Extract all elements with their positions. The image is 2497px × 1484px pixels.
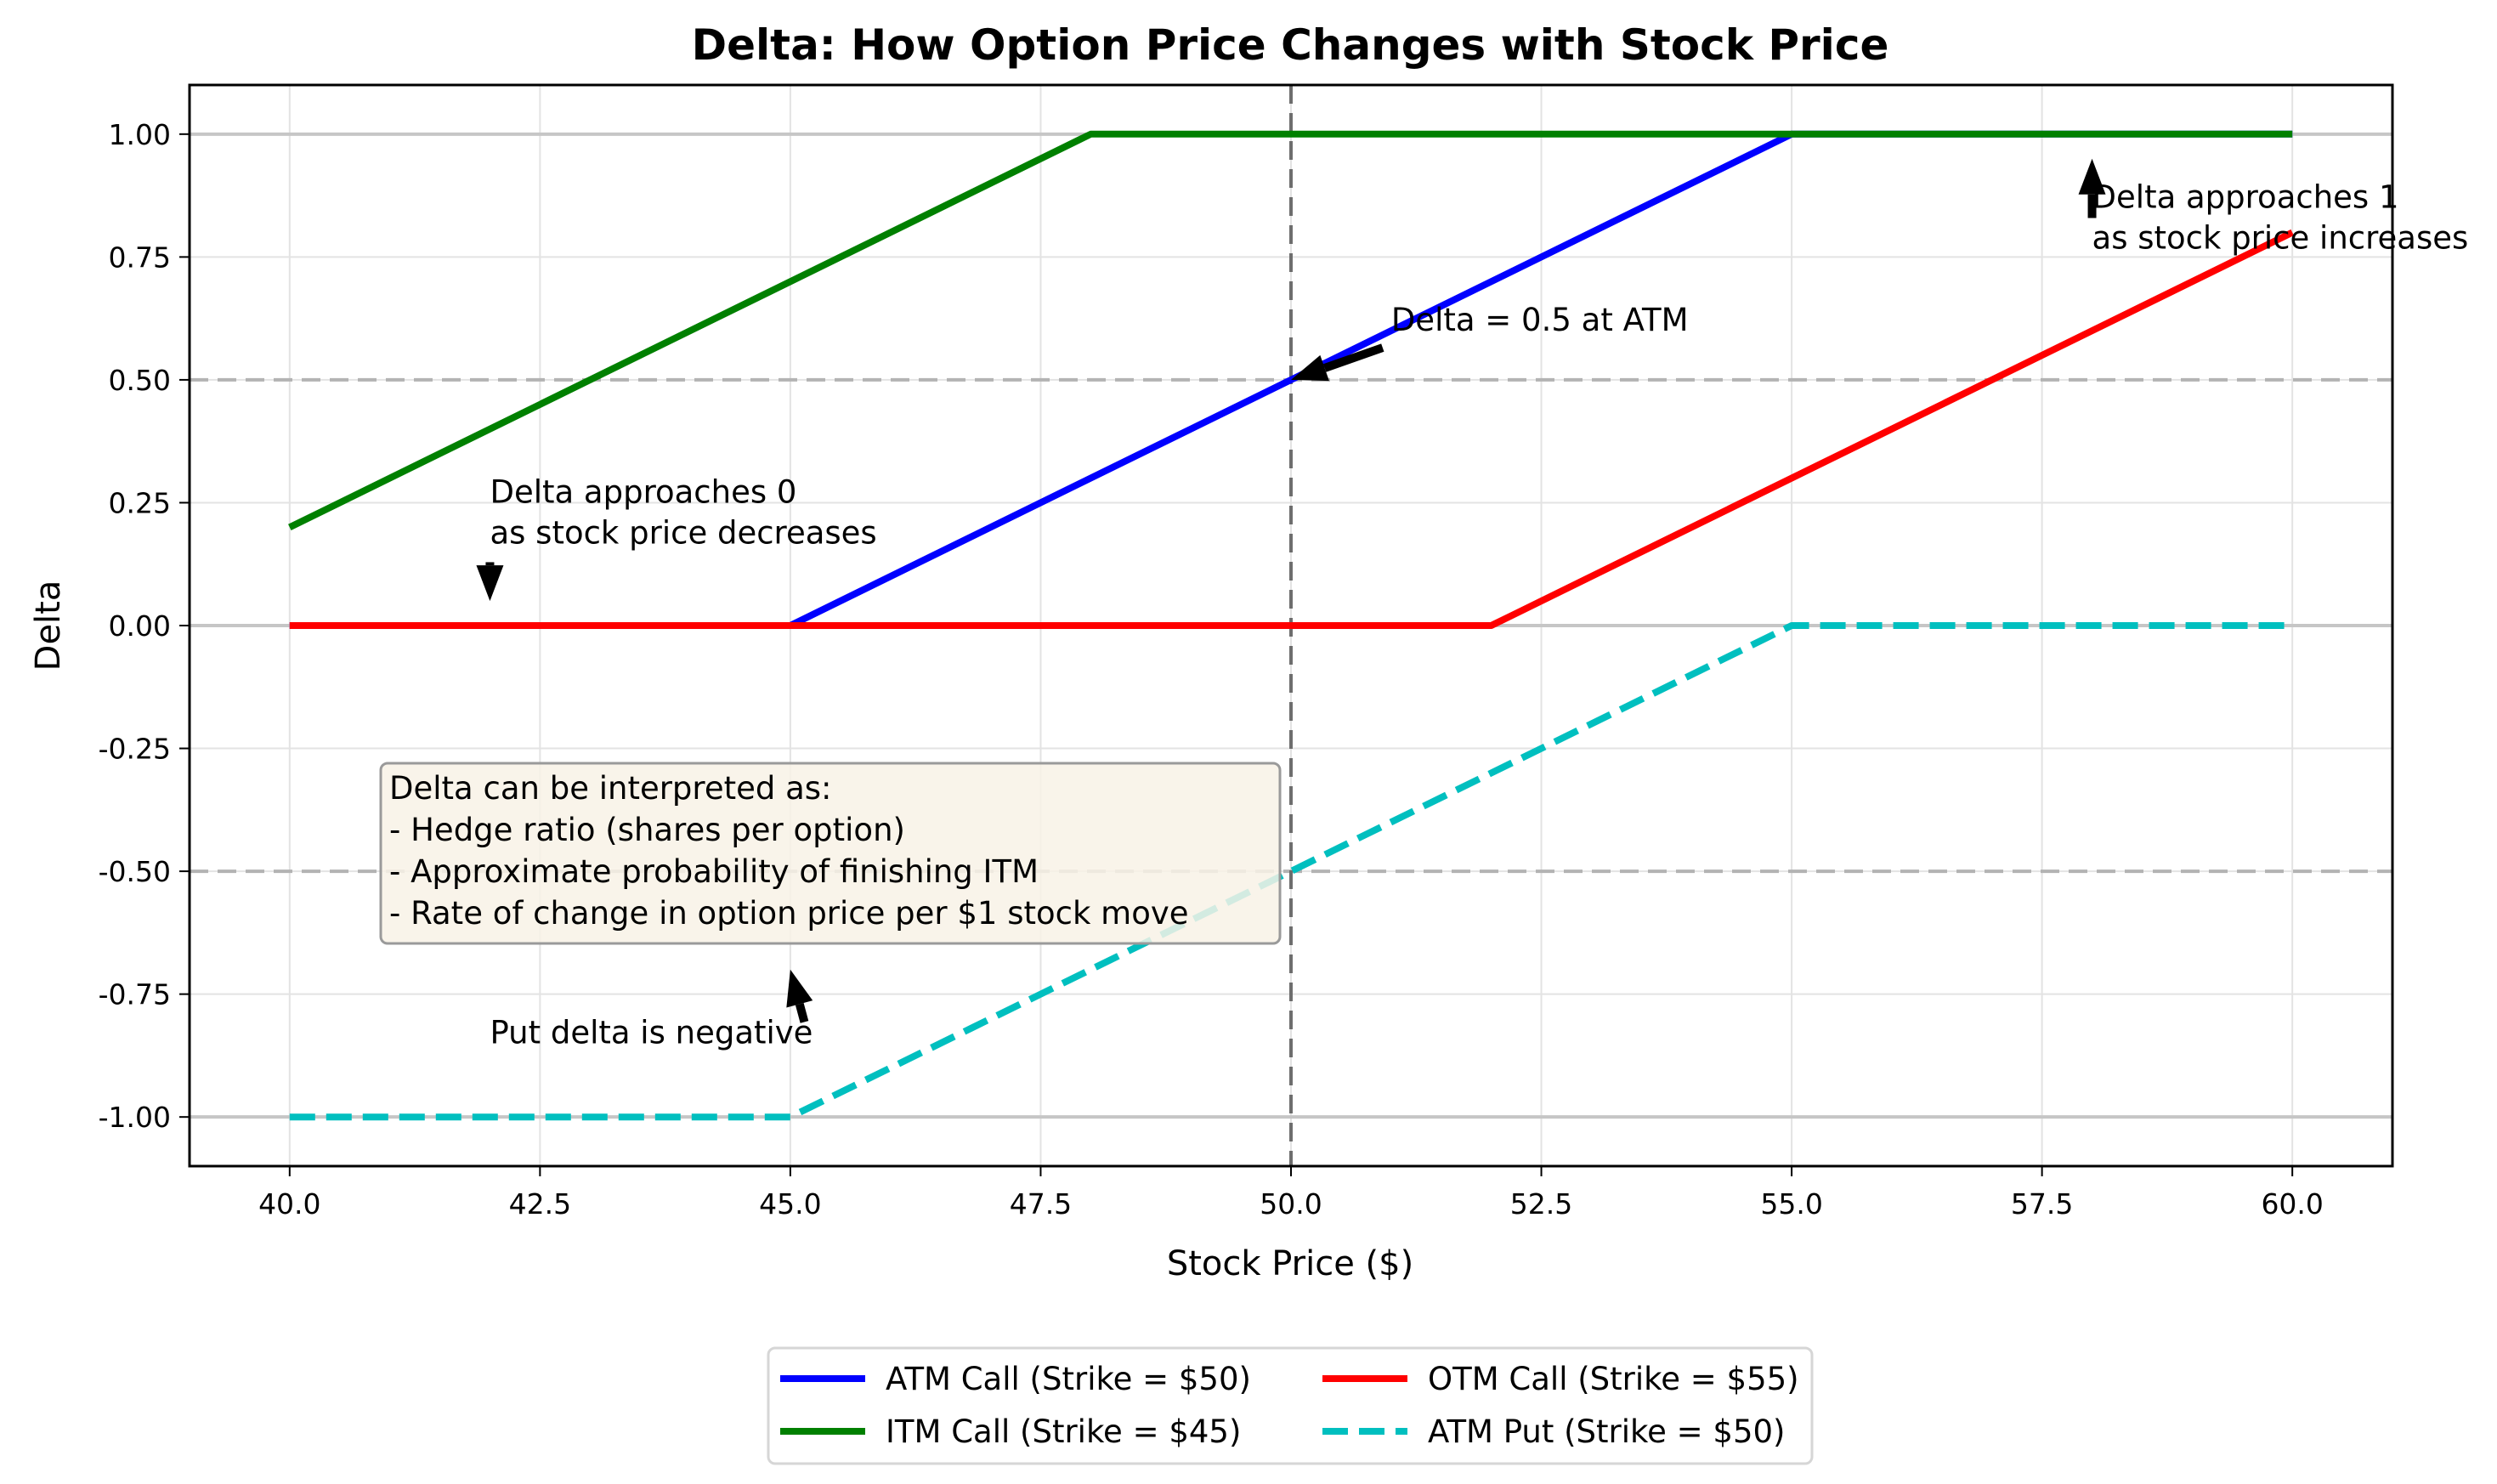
- annotations: Delta = 0.5 at ATM Delta approaches 0 as s…: [476, 158, 2469, 1051]
- info-box-line: - Approximate probability of finishing I…: [389, 853, 1039, 890]
- y-tick-label: 0.00: [109, 609, 171, 643]
- annotation-text: as stock price decreases: [490, 514, 876, 551]
- legend-label-1: ITM Call (Strike = $45): [886, 1413, 1241, 1450]
- series-line-1: [288, 130, 2293, 530]
- info-box-frame: [379, 762, 1282, 945]
- x-tick-label: 52.5: [1510, 1187, 1572, 1221]
- info-box-line: Delta can be interpreted as:: [389, 770, 832, 807]
- arrow-head-icon: [786, 969, 813, 1008]
- y-tick-label: 1.00: [109, 118, 171, 151]
- y-tick-label: -0.75: [99, 978, 171, 1011]
- info-box: Delta can be interpreted as: - Hedge rati…: [379, 762, 1282, 945]
- y-tick-label: 0.50: [109, 364, 171, 397]
- y-axis: 1.00 0.75 0.50 0.25 0.00 -0.25 -0.50 -0.75 -1.00: [99, 118, 190, 1134]
- y-axis-title: Delta: [29, 581, 68, 671]
- x-tick-label: 45.0: [759, 1187, 821, 1221]
- y-tick-label: -1.00: [99, 1101, 171, 1134]
- legend-label-2: OTM Call (Strike = $55): [1428, 1361, 1799, 1397]
- y-tick-label: 0.25: [109, 486, 171, 519]
- annotation-text: Put delta is negative: [490, 1014, 813, 1051]
- info-box-line: - Rate of change in option price per $1 …: [389, 895, 1189, 932]
- x-tick-label: 40.0: [258, 1187, 320, 1221]
- y-tick-label: -0.50: [99, 855, 171, 888]
- annotation-text: Delta approaches 1: [2092, 179, 2399, 216]
- x-tick-label: 47.5: [1010, 1187, 1072, 1221]
- arrow-shaft: [795, 1003, 809, 1023]
- legend-label-3: ATM Put (Strike = $50): [1428, 1413, 1785, 1450]
- legend: ATM Call (Strike = $50) ITM Call (Strike …: [767, 1346, 1814, 1465]
- series-line-3: [289, 622, 2293, 1121]
- x-tick-label: 50.0: [1260, 1187, 1322, 1221]
- y-tick-label: -0.25: [99, 733, 171, 766]
- series-line-2: [289, 229, 2294, 629]
- annotation-approach-one: Delta approaches 1 as stock price increas…: [2078, 158, 2469, 257]
- annotation-text: as stock price increases: [2092, 220, 2469, 257]
- legend-frame: [767, 1346, 1814, 1465]
- annotation-text: Delta = 0.5 at ATM: [1391, 302, 1689, 338]
- info-box-line: - Hedge ratio (shares per option): [389, 812, 905, 848]
- annotation-atm: Delta = 0.5 at ATM: [1291, 302, 1689, 382]
- chart-title: Delta: How Option Price Changes with Sto…: [692, 20, 1889, 70]
- x-tick-label: 42.5: [509, 1187, 571, 1221]
- annotation-text: Delta approaches 0: [490, 473, 796, 510]
- arrow-head-icon: [2078, 158, 2106, 195]
- annotation-approach-zero: Delta approaches 0 as stock price decreas…: [476, 473, 877, 602]
- y-tick-label: 0.75: [109, 241, 171, 274]
- series-lines: [288, 130, 2294, 1121]
- x-axis: 40.0 42.5 45.0 47.5 50.0 52.5 55.0 57.5 60.0: [258, 1166, 2324, 1221]
- x-tick-label: 57.5: [2011, 1187, 2073, 1221]
- legend-label-0: ATM Call (Strike = $50): [886, 1361, 1251, 1397]
- arrow-head-icon: [476, 565, 504, 602]
- x-axis-title: Stock Price ($): [1167, 1244, 1413, 1283]
- arrow-shaft: [1322, 343, 1384, 372]
- arrow-head-icon: [1291, 354, 1329, 382]
- x-tick-label: 60.0: [2261, 1187, 2323, 1221]
- annotation-put-negative: Put delta is negative: [490, 969, 813, 1051]
- x-tick-label: 55.0: [1760, 1187, 1822, 1221]
